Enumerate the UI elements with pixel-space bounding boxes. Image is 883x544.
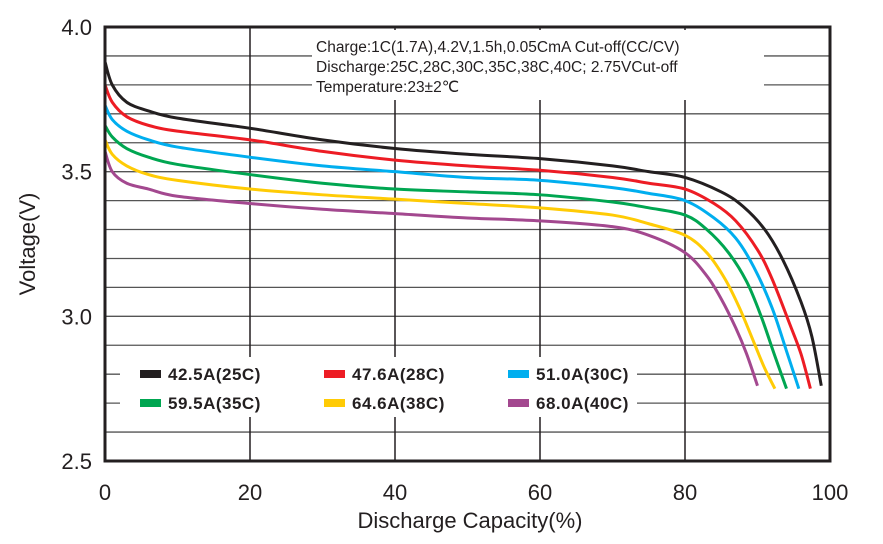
legend-swatch	[508, 370, 529, 378]
legend-label: 47.6A(28C)	[352, 365, 445, 384]
legend-label: 51.0A(30C)	[536, 365, 629, 384]
annotation-line-1: Charge:1C(1.7A),4.2V,1.5h,0.05CmA Cut-of…	[316, 39, 680, 56]
annotation-line-3: Temperature:23±2℃	[316, 79, 459, 96]
y-tick-label: 4.0	[61, 15, 92, 40]
plot-border	[103, 25, 832, 463]
legend-swatch	[508, 399, 529, 407]
series-line-42.5A(25C)	[103, 61, 823, 387]
x-tick-label: 40	[383, 480, 407, 505]
x-axis-label: Discharge Capacity(%)	[358, 508, 583, 533]
annotation-box	[312, 30, 764, 100]
series-lines	[103, 61, 823, 390]
legend-label: 64.6A(38C)	[352, 394, 445, 413]
y-tick-label: 2.5	[61, 449, 92, 474]
legend-label: 42.5A(25C)	[168, 365, 261, 384]
series-line-59.5A(35C)	[103, 124, 788, 390]
series-line-68.0A(40C)	[103, 150, 759, 387]
legend-label: 59.5A(35C)	[168, 394, 261, 413]
legend-swatch	[324, 370, 345, 378]
legend: 42.5A(25C) 47.6A(28C) 51.0A(30C) 59.5A(35C)…	[140, 365, 629, 413]
legend-swatch	[140, 399, 161, 407]
y-tick-label: 3.5	[61, 160, 92, 185]
annotation-line-2: Discharge:25C,28C,30C,35C,38C,40C; 2.75V…	[316, 59, 678, 76]
legend-swatch	[140, 370, 161, 378]
series-line-64.6A(38C)	[103, 139, 777, 390]
x-tick-label: 0	[99, 480, 111, 505]
legend-label: 68.0A(40C)	[536, 394, 629, 413]
series-line-51.0A(30C)	[103, 104, 801, 390]
tick-labels: 0 20 40 60 80 100 4.0 3.5 3.0 2.5	[61, 15, 848, 505]
legend-swatch	[324, 399, 345, 407]
x-tick-label: 100	[812, 480, 849, 505]
x-tick-label: 80	[673, 480, 697, 505]
y-axis-label: Voltage(V)	[15, 193, 40, 296]
legend-box	[120, 357, 637, 417]
y-tick-label: 3.0	[61, 304, 92, 329]
x-tick-label: 20	[238, 480, 262, 505]
series-line-47.6A(28C)	[103, 84, 812, 390]
x-tick-label: 60	[528, 480, 552, 505]
